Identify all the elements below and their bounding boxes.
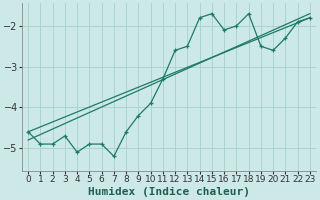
X-axis label: Humidex (Indice chaleur): Humidex (Indice chaleur)	[88, 186, 250, 197]
